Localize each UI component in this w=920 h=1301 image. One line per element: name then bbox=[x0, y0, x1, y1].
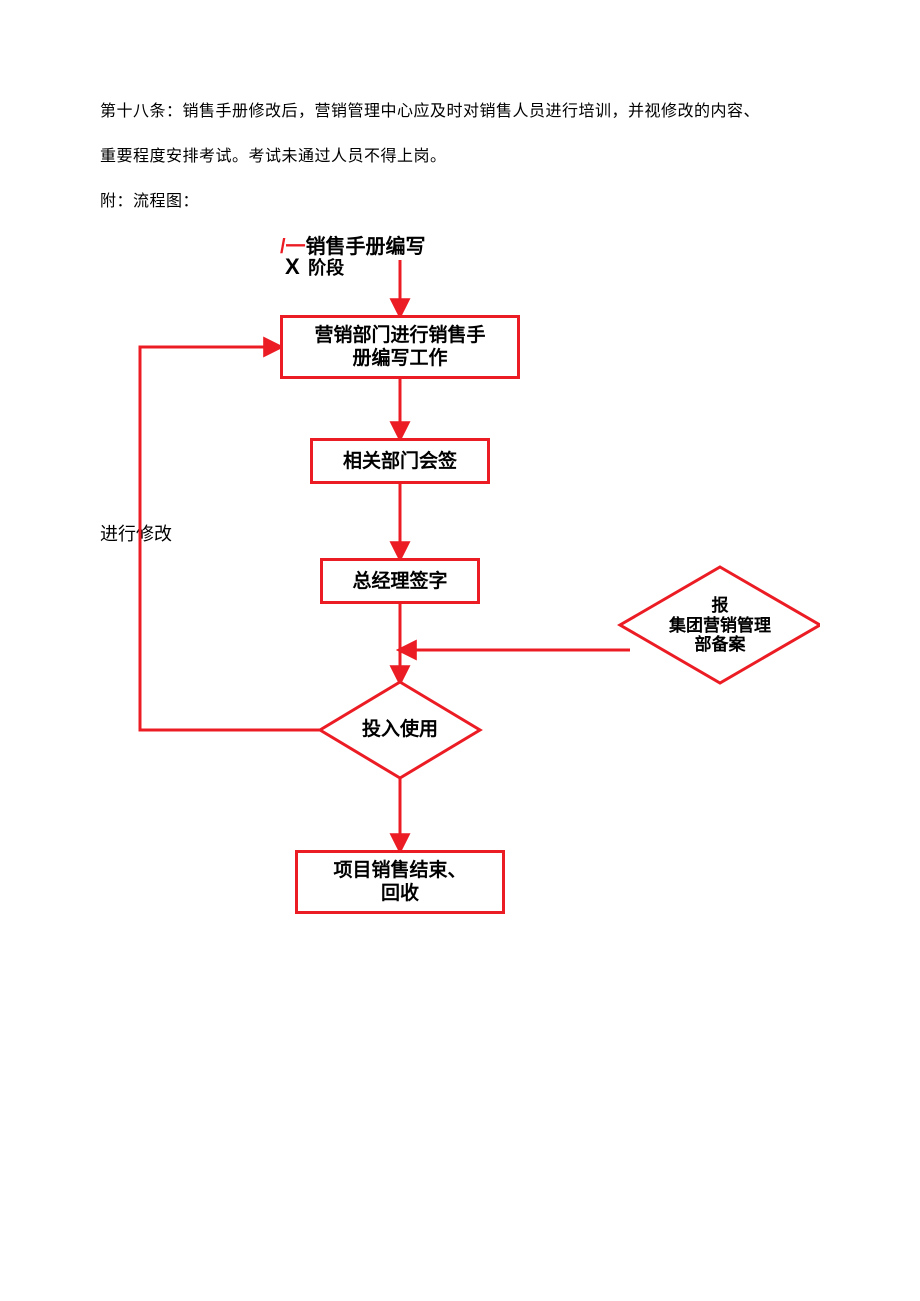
flow-node-n3: 总经理签字 bbox=[320, 558, 480, 604]
paragraph-2: 重要程度安排考试。考试未通过人员不得上岗。 bbox=[100, 135, 820, 180]
flowchart: /一销售手册编写 X 阶段 进行修改 营销部门进行销售手 册编写工作相关部门会签… bbox=[100, 230, 820, 980]
flow-node-n1: 营销部门进行销售手 册编写工作 bbox=[280, 315, 520, 379]
paragraph-1: 第十八条：销售手册修改后，营销管理中心应及时对销售人员进行培训，并视修改的内容、 bbox=[100, 90, 820, 135]
flow-diamond-label-d1: 投入使用 bbox=[320, 682, 480, 778]
paragraph-3: 附：流程图： bbox=[100, 180, 820, 225]
flow-edge-d1-left bbox=[140, 347, 320, 730]
flow-node-n4: 项目销售结束、 回收 bbox=[295, 850, 505, 914]
flow-node-n2: 相关部门会签 bbox=[310, 438, 490, 484]
flow-diamond-label-d2: 报 集团营销管理 部备案 bbox=[620, 567, 820, 683]
